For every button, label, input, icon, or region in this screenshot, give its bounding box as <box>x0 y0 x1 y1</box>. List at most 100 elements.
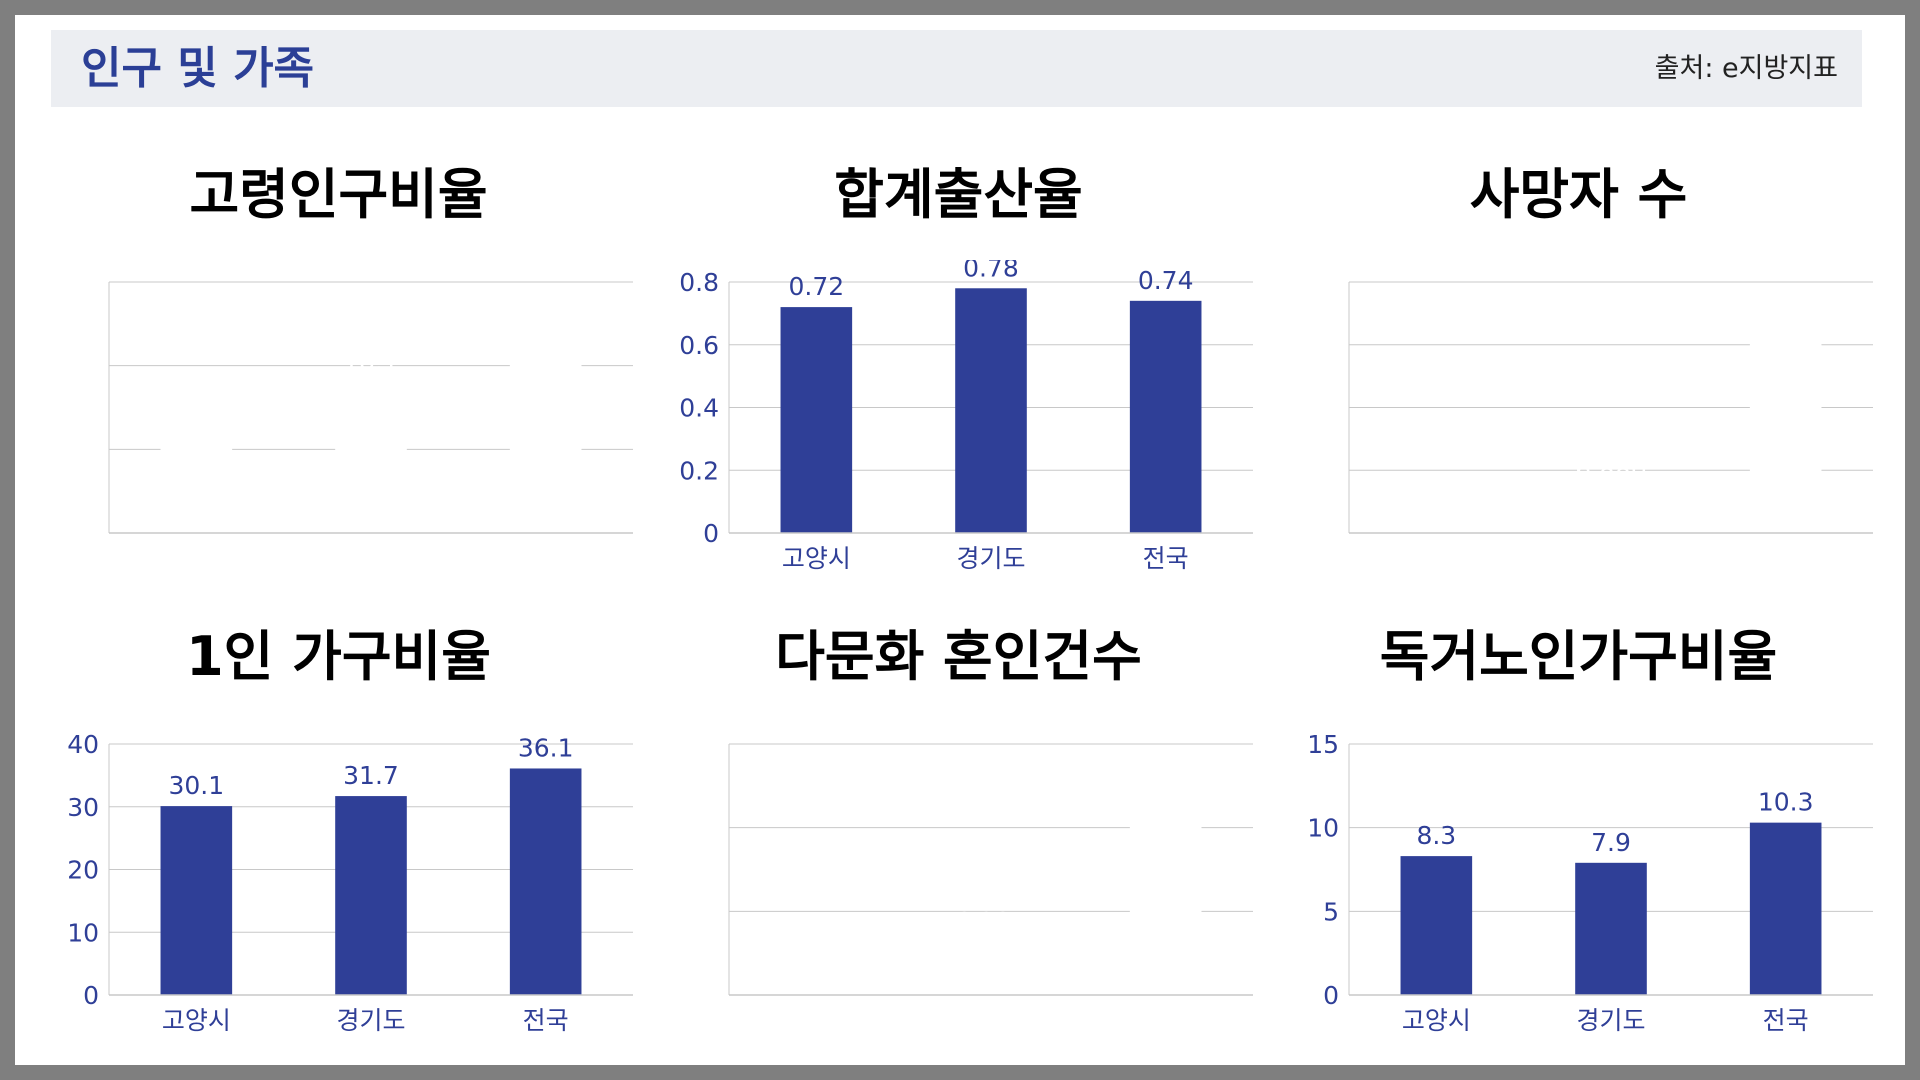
bar <box>1400 856 1473 995</box>
x-tick-label: 전국 <box>523 1006 569 1035</box>
x-tick-label: 고양시 <box>1402 1006 1471 1035</box>
x-tick-label: 전국 <box>1143 544 1189 573</box>
data-label: 0.78 <box>963 260 1019 282</box>
x-tick-label: 경기도 <box>1576 1006 1645 1035</box>
x-tick-label: 고양시 <box>782 544 851 573</box>
bar-chart-fertility-rate: 0 0.2 0.4 0.6 0.8 0.72 고양시 0.78 경기도 0.74 전국 <box>679 260 1253 573</box>
bar <box>955 942 1027 995</box>
y-tick-label: 40,000 <box>1269 268 1339 297</box>
y-tick-label: 15 <box>1307 730 1339 759</box>
chart-panel-elderly-living-alone: 독거노인가구비율 0 5 10 15 8.3 고양시 7.9 경기도 10.3 전국 <box>1269 597 1888 1059</box>
bar-chart-elderly-living-alone: 0 5 10 15 8.3 고양시 7.9 경기도 10.3 전국 <box>1307 730 1873 1035</box>
chart-panel-fertility-rate: 합계출산율 0 0.2 0.4 0.6 0.8 0.72 고양시 0.78 경기도 0.74 전국 <box>649 135 1268 597</box>
y-tick-label: 0 <box>1323 519 1339 548</box>
y-tick-label: 20,000 <box>649 814 719 843</box>
y-tick-label: 0 <box>1323 981 1339 1010</box>
data-label: 10.3 <box>1758 788 1814 817</box>
bar <box>1129 300 1202 533</box>
x-tick-label: 고양시 <box>162 544 231 573</box>
y-tick-label: 0 <box>703 981 719 1010</box>
data-label: 6,880 <box>1575 455 1647 484</box>
x-tick-label: 경기도 <box>956 1006 1025 1035</box>
x-tick-label: 전국 <box>1763 1006 1809 1035</box>
bar <box>955 288 1027 533</box>
y-tick-label: 10 <box>1307 814 1339 843</box>
data-label: 36.1 <box>518 733 574 762</box>
chart-title: 합계출산율 <box>834 163 1083 226</box>
y-tick-label: 30,000 <box>1269 331 1339 360</box>
chart-panel-single-household: 1인 가구비율 0 10 20 30 40 30.1 고양시 31.7 경기도 36.1 전국 <box>29 597 648 1059</box>
bar-chart-multicultural-marriage: 0 10,000 20,000 30,000 413 고양시 6,307 경기도 21,450 전… <box>649 730 1253 1035</box>
bar <box>335 796 407 995</box>
data-label: 0.74 <box>1138 266 1194 295</box>
data-label: 18.1 <box>343 347 399 376</box>
bar <box>160 806 233 995</box>
source-note: 출처: e지방지표 <box>1654 53 1838 84</box>
data-label: 32,647 <box>1742 293 1829 322</box>
y-tick-label: 5 <box>1323 897 1339 926</box>
chart-title: 독거노인가구비율 <box>1379 625 1778 688</box>
bar <box>160 374 233 533</box>
chart-title: 1인 가구비율 <box>186 625 491 688</box>
bar <box>780 991 853 995</box>
y-tick-label: 0 <box>83 519 99 548</box>
x-tick-label: 전국 <box>1763 544 1809 573</box>
bar <box>509 768 582 995</box>
chart-panel-elderly-ratio: 고령인구비율 0 10 20 30 19 고양시 18.1 경기도 21.6 전국 <box>29 135 648 597</box>
data-label: 585 <box>1412 494 1460 523</box>
y-tick-label: 30 <box>67 793 99 822</box>
y-tick-label: 30 <box>67 268 99 297</box>
bar <box>1129 815 1202 995</box>
bar <box>1575 489 1647 533</box>
slide: 인구 및 가족 출처: e지방지표 고령인구비율 0 10 20 30 19 고양시 18.… <box>15 15 1905 1065</box>
chart-title: 다문화 혼인건수 <box>775 625 1142 688</box>
x-tick-label: 전국 <box>523 544 569 573</box>
data-label: 30.1 <box>168 771 224 800</box>
y-tick-label: 0.4 <box>679 394 719 423</box>
x-tick-label: 경기도 <box>336 1006 405 1035</box>
x-tick-label: 고양시 <box>162 1006 231 1035</box>
y-tick-label: 10,000 <box>649 897 719 926</box>
bar <box>1749 822 1822 995</box>
data-label: 31.7 <box>343 761 399 790</box>
y-tick-label: 0.6 <box>679 331 719 360</box>
y-tick-label: 10 <box>67 435 99 464</box>
y-tick-label: 10,000 <box>1269 456 1339 485</box>
bar <box>1400 529 1473 533</box>
bar <box>335 381 407 533</box>
page-title: 인구 및 가족 <box>81 43 315 94</box>
x-tick-label: 고양시 <box>782 1006 851 1035</box>
x-tick-label: 고양시 <box>1402 544 1471 573</box>
bar-chart-single-household: 0 10 20 30 40 30.1 고양시 31.7 경기도 36.1 전국 <box>67 730 633 1035</box>
bar <box>1575 862 1647 995</box>
chart-panel-multicultural-marriage: 다문화 혼인건수 0 10,000 20,000 30,000 413 고양시 6,307 경… <box>649 597 1268 1059</box>
chart-title: 고령인구비율 <box>189 163 488 226</box>
y-tick-label: 20 <box>67 352 99 381</box>
y-tick-label: 0.2 <box>679 456 719 485</box>
data-label: 19 <box>180 339 212 368</box>
y-tick-label: 0 <box>83 981 99 1010</box>
bar <box>509 352 582 533</box>
chart-panel-deaths: 사망자 수 0 10,000 20,000 30,000 40,000 585 고양시 6,8… <box>1269 135 1888 597</box>
y-tick-label: 0.8 <box>679 268 719 297</box>
bar <box>1749 328 1822 533</box>
y-tick-label: 30,000 <box>649 730 719 759</box>
data-label: 21,450 <box>1122 781 1209 810</box>
data-label: 0.72 <box>788 272 844 301</box>
y-tick-label: 0 <box>703 519 719 548</box>
x-tick-label: 경기도 <box>336 544 405 573</box>
bar-chart-elderly-ratio: 0 10 20 30 19 고양시 18.1 경기도 21.6 전국 <box>67 268 633 573</box>
data-label: 7.9 <box>1591 828 1631 857</box>
data-label: 413 <box>792 957 840 986</box>
bar-chart-deaths: 0 10,000 20,000 30,000 40,000 585 고양시 6,880 경기도 3… <box>1269 268 1873 573</box>
x-tick-label: 경기도 <box>956 544 1025 573</box>
bar <box>780 307 853 533</box>
data-label: 21.6 <box>518 317 574 346</box>
x-tick-label: 경기도 <box>1576 544 1645 573</box>
data-label: 6,307 <box>955 907 1027 936</box>
y-tick-label: 20 <box>67 856 99 885</box>
header-bar: 인구 및 가족 출처: e지방지표 <box>51 30 1862 107</box>
y-tick-label: 40 <box>67 730 99 759</box>
y-tick-label: 10 <box>67 918 99 947</box>
data-label: 8.3 <box>1416 821 1456 850</box>
